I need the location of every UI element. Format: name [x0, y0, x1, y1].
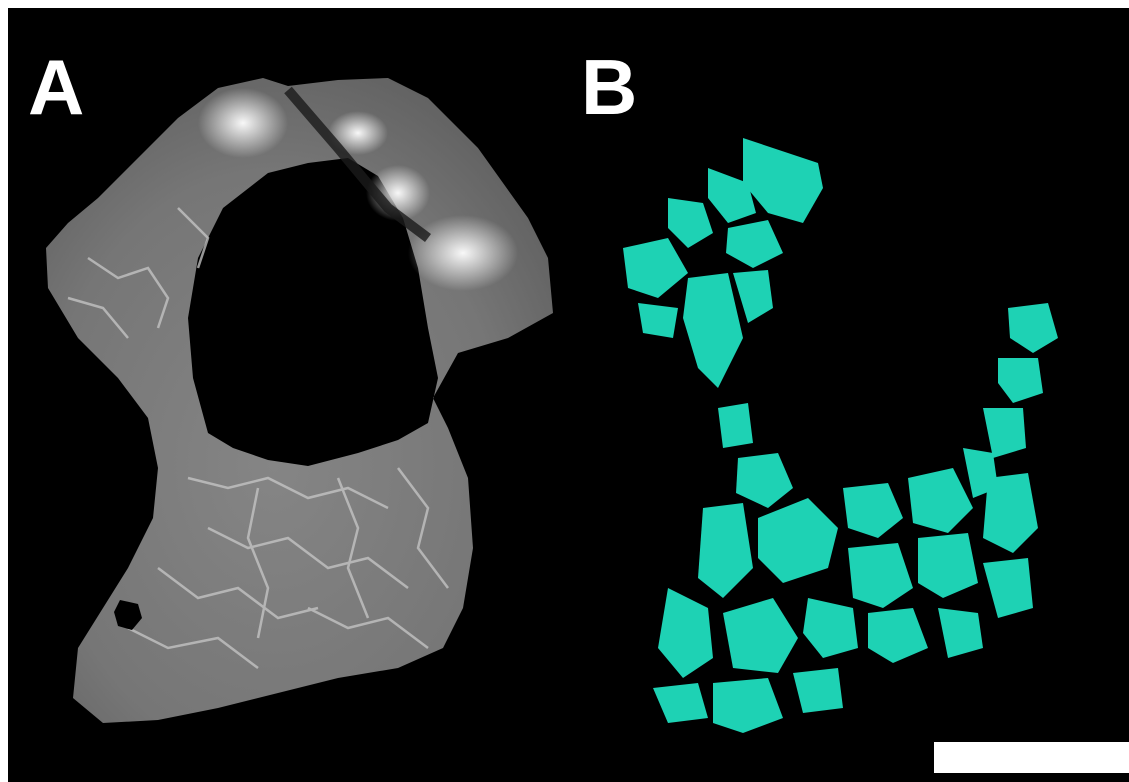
bright-patch — [408, 215, 518, 291]
canal-network — [67, 207, 449, 669]
scale-bar — [934, 742, 1129, 773]
segmented-regions — [623, 138, 1058, 733]
segmentation-map — [623, 138, 1058, 733]
panel-label-b: B — [581, 43, 638, 131]
bright-patch — [328, 111, 388, 155]
void — [114, 600, 142, 630]
figure-frame: A — [8, 8, 1129, 782]
bright-patch — [198, 88, 288, 158]
dark-streak — [284, 86, 431, 242]
ct-cross-section — [46, 78, 553, 723]
panel-label-a: A — [28, 43, 85, 131]
